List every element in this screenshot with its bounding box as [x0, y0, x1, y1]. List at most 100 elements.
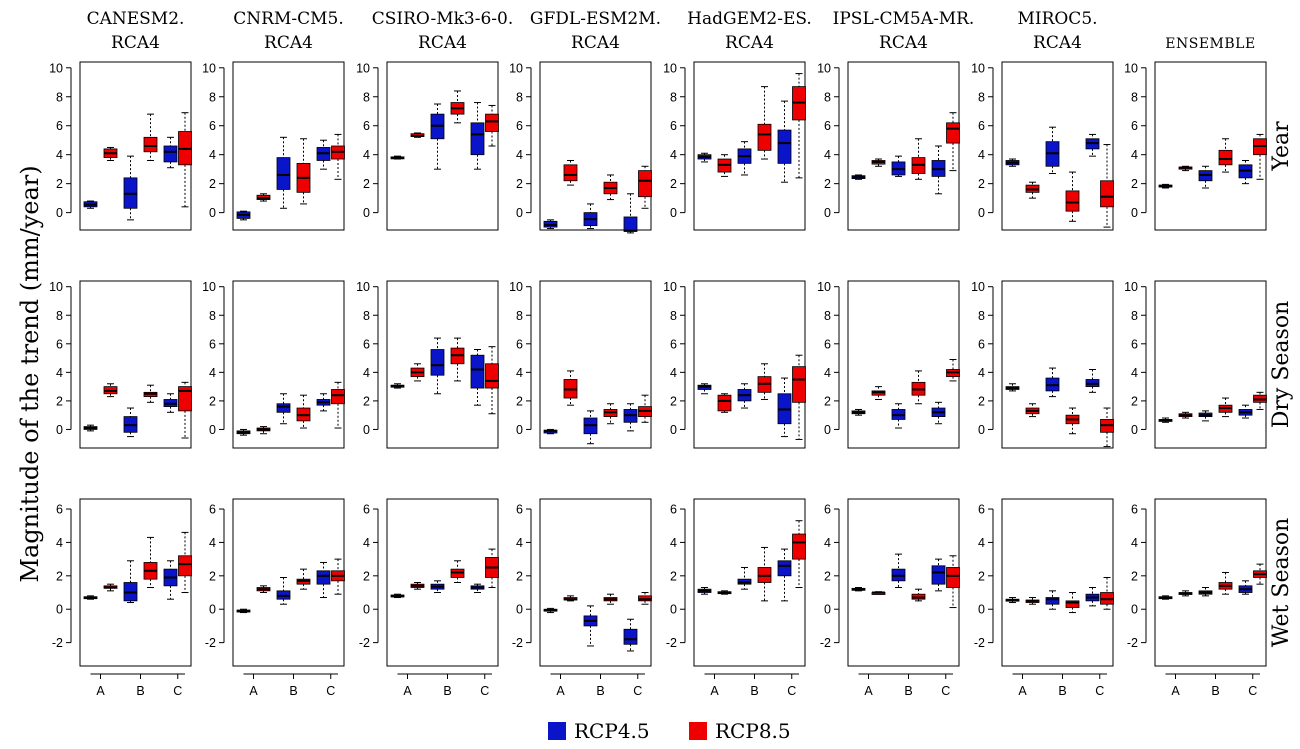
box-rcp45: [83, 424, 98, 432]
x-tick-label: B: [1211, 684, 1219, 698]
box-rcp45: [583, 203, 598, 230]
legend-label-rcp45: RCP4.5: [574, 719, 650, 743]
box-rcp45: [543, 428, 558, 435]
y-tick-label: 10: [509, 280, 523, 294]
box-rcp45: [123, 155, 138, 221]
y-tick-label: 2: [824, 394, 831, 408]
x-axis: A B C: [858, 673, 953, 698]
y-tick-label: 4: [824, 366, 831, 380]
box-rcp85: [563, 159, 578, 186]
y-tick-label: 4: [56, 366, 63, 380]
box-iqr: [623, 216, 638, 232]
y-tick-label: 2: [363, 177, 370, 191]
box-rcp45: [543, 607, 558, 614]
y-tick-label: -2: [512, 636, 523, 650]
y-tick-label: 10: [202, 280, 216, 294]
y-tick-label: 8: [824, 90, 831, 104]
box-rcp45: [891, 553, 906, 589]
box-rcp85: [1100, 144, 1114, 228]
panel: 0 2 4 6 8 10: [971, 280, 1114, 449]
y-tick-label: 2: [56, 177, 63, 191]
box-rcp45: [1198, 587, 1213, 597]
box-rcp85: [717, 393, 732, 413]
box-rcp45: [851, 174, 866, 180]
box-rcp85: [256, 193, 271, 202]
y-axis: -2 0 2 4 6: [1127, 503, 1147, 650]
y-tick-label: 0: [824, 423, 831, 437]
box-rcp45: [123, 407, 138, 438]
y-tick-label: -2: [666, 636, 677, 650]
panel: 0 2 4 6 8 10: [509, 280, 652, 449]
y-tick-label: 2: [363, 394, 370, 408]
box-rcp85: [946, 359, 960, 382]
y-tick-label: 6: [670, 503, 677, 517]
y-tick-label: 2: [209, 177, 216, 191]
y-tick-label: 6: [824, 337, 831, 351]
y-tick-label: 6: [209, 503, 216, 517]
y-tick-label: 0: [824, 603, 831, 617]
y-tick-label: -2: [974, 636, 985, 650]
y-tick-label: 6: [824, 119, 831, 133]
y-tick-label: 10: [509, 61, 523, 75]
x-tick-label: A: [710, 684, 719, 698]
x-axis: A B C: [550, 673, 645, 698]
box-rcp85: [143, 384, 158, 403]
y-tick-label: -2: [820, 636, 831, 650]
column-title: RCA4: [725, 33, 774, 53]
box-rcp85: [143, 113, 158, 161]
box-rcp85: [792, 73, 806, 179]
x-tick-label: A: [1171, 684, 1180, 698]
box-rcp45: [163, 136, 178, 169]
box-rcp85: [256, 585, 271, 594]
y-tick-label: 6: [978, 503, 985, 517]
x-tick-label: B: [289, 684, 297, 698]
panel: -2 0 2 4 6 A B C: [1127, 498, 1267, 698]
panel-grid: 0 2 4 6 8 10 0 2 4 6 8 10 0 2 4 6 8 10 0 2 4 6 8 10 0 2 4 6 8 10 0 2 4 6 8…: [49, 61, 1267, 698]
y-tick-label: 4: [978, 536, 985, 550]
y-axis-label: Magnitude of the trend (mm/year): [16, 165, 44, 582]
box-rcp85: [757, 363, 772, 400]
box-rcp85: [178, 112, 192, 208]
y-tick-label: 8: [363, 309, 370, 323]
box-rcp45: [931, 558, 946, 592]
panel: 0 2 4 6 8 10: [509, 61, 652, 234]
y-tick-label: 0: [209, 423, 216, 437]
box-rcp85: [410, 582, 425, 590]
panel-frame: [693, 61, 806, 231]
y-tick-label: 8: [1131, 90, 1138, 104]
y-tick-label: -2: [205, 636, 216, 650]
y-tick-label: 6: [978, 337, 985, 351]
row-title: Dry Season: [1269, 301, 1294, 429]
column-title: RCA4: [264, 33, 313, 53]
y-tick-label: 0: [978, 603, 985, 617]
box-iqr: [470, 122, 485, 156]
x-axis: A B C: [397, 673, 492, 698]
box-rcp45: [623, 403, 638, 432]
y-tick-label: 6: [1131, 503, 1138, 517]
x-tick-label: C: [633, 684, 642, 698]
box-rcp45: [430, 103, 445, 170]
box-rcp45: [1005, 158, 1020, 167]
y-tick-label: 2: [1131, 394, 1138, 408]
x-tick-label: C: [1095, 684, 1104, 698]
box-rcp85: [603, 403, 618, 425]
box-rcp85: [485, 346, 499, 415]
panel-frame: [693, 280, 806, 449]
y-axis: -2 0 2 4 6: [359, 503, 379, 650]
box-rcp85: [331, 558, 345, 595]
x-tick-label: A: [96, 684, 105, 698]
y-axis: -2 0 2 4 6: [974, 503, 994, 650]
box-rcp85: [296, 568, 311, 590]
box-rcp85: [1178, 165, 1193, 172]
column-title: IPSL-CM5A-MR.: [833, 9, 975, 29]
box-rcp85: [757, 546, 772, 602]
panel: 0 2 4 6 8 10: [1124, 61, 1267, 231]
y-tick-label: 2: [56, 569, 63, 583]
x-tick-label: B: [1058, 684, 1066, 698]
box-rcp85: [1253, 133, 1267, 180]
y-tick-label: 0: [209, 206, 216, 220]
y-tick-label: 10: [49, 61, 63, 75]
y-tick-label: 10: [663, 61, 677, 75]
panel: -2 0 2 4 6 A B C: [820, 498, 960, 698]
